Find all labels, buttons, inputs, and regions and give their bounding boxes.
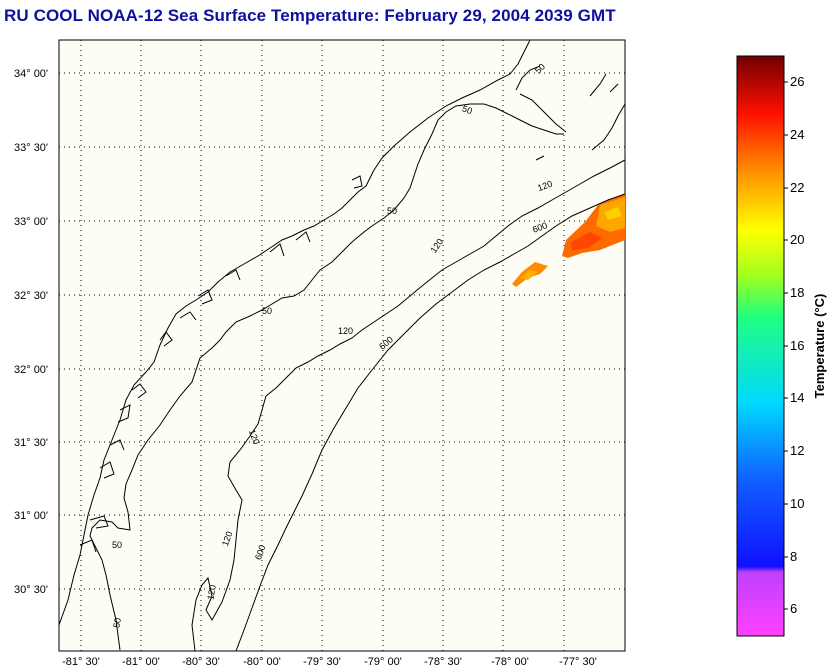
colorbar-gradient	[736, 55, 785, 637]
contour-label: 50	[262, 306, 272, 316]
contour-label: 120	[205, 584, 217, 601]
lon-label: -80° 00'	[243, 656, 281, 668]
colorbar-tick-label: 8	[790, 549, 797, 564]
colorbar-tick-label: 26	[790, 74, 804, 89]
colorbar-tick-label: 6	[790, 601, 797, 616]
isobath-120m	[191, 159, 625, 651]
sst-data-patches	[512, 193, 625, 287]
colorbar-tick-label: 16	[790, 338, 804, 353]
colorbar-title: Temperature (°C)	[812, 294, 827, 399]
lon-label: -81° 30'	[62, 656, 100, 668]
isobath-50m	[89, 103, 564, 651]
lon-label: -77° 30'	[559, 656, 597, 668]
colorbar-tick-label: 24	[790, 127, 804, 142]
graticule-grid	[59, 40, 625, 651]
contour-label: 50	[461, 103, 474, 116]
lat-label: 31° 00'	[14, 510, 48, 522]
lon-label: -80° 30'	[182, 656, 220, 668]
contour-label: 600	[253, 544, 268, 562]
colorbar: 26 24 22 20 18 16 14 12 10 8 6 Temperatu…	[736, 55, 827, 637]
contour-label: 600	[531, 220, 549, 235]
map-title: RU COOL NOAA-12 Sea Surface Temperature:…	[4, 6, 616, 25]
lat-label: 30° 30'	[14, 584, 48, 596]
contour-label: 50	[111, 617, 123, 629]
lon-label: -78° 00'	[491, 656, 529, 668]
longitude-labels: -81° 30' -81° 00' -80° 30' -80° 00' -79°…	[62, 656, 597, 668]
lat-label: 32° 30'	[14, 290, 48, 302]
coastline	[59, 40, 531, 626]
contour-label: 50	[387, 206, 397, 216]
lat-label: 31° 30'	[14, 437, 48, 449]
colorbar-tick-label: 20	[790, 232, 804, 247]
colorbar-tick-label: 22	[790, 180, 804, 195]
colorbar-ticks	[784, 81, 788, 610]
contour-labels: 50 50 50 50 50 50 120 120 120 120 120 60…	[111, 62, 553, 629]
colorbar-tick-label: 12	[790, 443, 804, 458]
lon-label: -81° 00'	[122, 656, 160, 668]
contour-label: 120	[247, 428, 262, 446]
colorbar-tick-label: 10	[790, 496, 804, 511]
colorbar-tick-label: 14	[790, 390, 804, 405]
lat-label: 32° 00'	[14, 364, 48, 376]
lon-label: -79° 00'	[364, 656, 402, 668]
contour-label: 120	[338, 326, 353, 336]
isobath-600m	[235, 193, 625, 651]
contour-label: 120	[220, 530, 235, 548]
lat-label: 33° 00'	[14, 216, 48, 228]
lat-label: 33° 30'	[14, 142, 48, 154]
colorbar-tick-label: 18	[790, 285, 804, 300]
map-plot-area	[58, 39, 626, 652]
sound-shoreline	[515, 65, 625, 161]
lat-label: 34° 00'	[14, 68, 48, 80]
contour-label: 120	[536, 179, 554, 194]
lon-label: -78° 30'	[424, 656, 462, 668]
latitude-labels: 34° 00' 33° 30' 33° 00' 32° 30' 32° 00' …	[14, 68, 48, 596]
lon-label: -79° 30'	[303, 656, 341, 668]
contour-label: 50	[112, 540, 122, 550]
